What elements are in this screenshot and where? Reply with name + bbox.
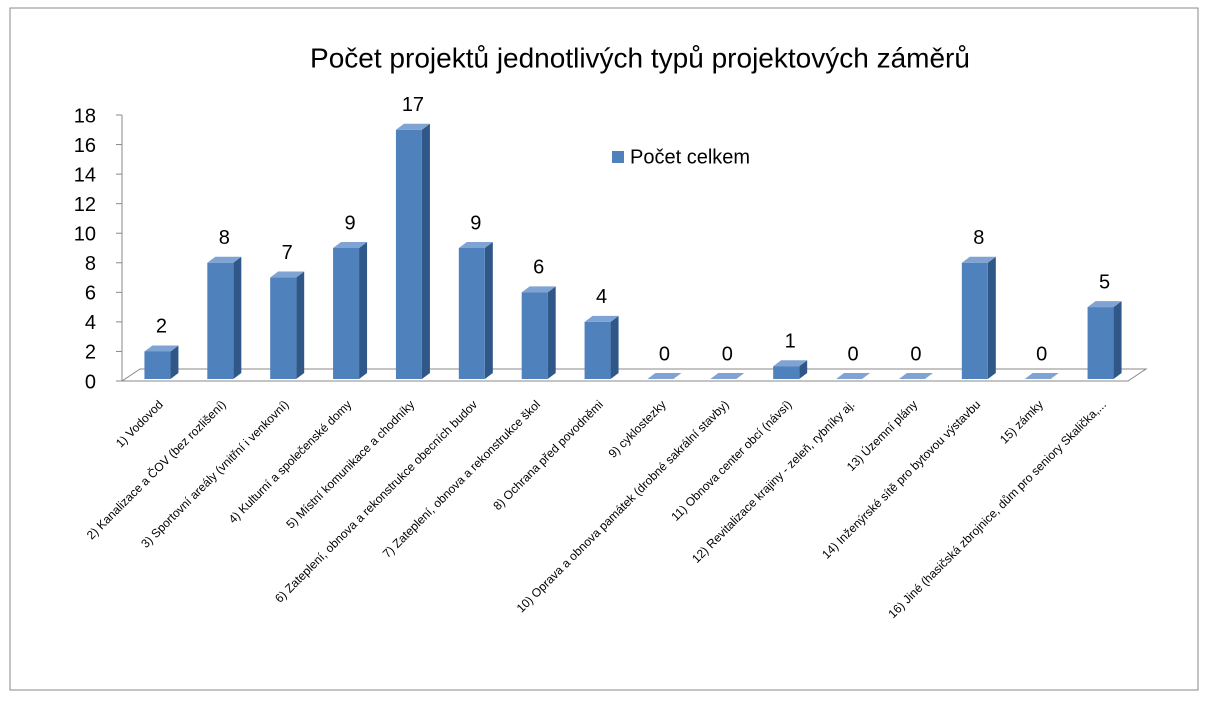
bar-side <box>359 242 368 379</box>
bar-front <box>1087 307 1114 379</box>
bar-side <box>421 123 430 380</box>
bar-front <box>207 262 234 379</box>
bar <box>584 315 619 379</box>
bar-top <box>898 373 933 379</box>
bar-front <box>270 277 297 379</box>
bar-side <box>610 315 619 379</box>
y-tick-label: 8 <box>85 253 96 275</box>
data-label: 0 <box>910 343 921 365</box>
y-tick-label: 2 <box>85 342 96 364</box>
bar-front <box>144 351 171 379</box>
bar-front <box>521 292 548 379</box>
data-label: 8 <box>973 227 984 249</box>
bar <box>961 256 996 379</box>
bar <box>144 345 179 379</box>
data-label: 0 <box>722 343 733 365</box>
legend-label: Počet celkem <box>630 146 750 168</box>
bar-side <box>233 256 242 379</box>
bar <box>395 123 430 380</box>
data-label: 7 <box>282 242 293 264</box>
bar <box>836 373 871 379</box>
data-label: 0 <box>1036 343 1047 365</box>
bar-front <box>395 129 422 379</box>
bar-side <box>987 256 996 379</box>
floor <box>120 368 1148 382</box>
y-tick-label: 12 <box>74 194 96 216</box>
legend-swatch <box>612 151 624 163</box>
data-label: 6 <box>533 257 544 279</box>
y-tick-label: 10 <box>74 224 96 246</box>
bar-front <box>584 321 611 379</box>
bar-side <box>1113 301 1122 379</box>
bar <box>270 271 305 379</box>
data-label: 9 <box>470 212 481 234</box>
bar <box>1024 373 1059 379</box>
data-label: 2 <box>156 316 167 338</box>
data-label: 1 <box>785 331 796 353</box>
bar-top <box>1024 373 1059 379</box>
bar-top <box>521 286 556 293</box>
bar-side <box>547 286 556 379</box>
bar-top <box>333 242 368 248</box>
y-tick-label: 18 <box>74 105 96 127</box>
bar-top <box>710 373 745 379</box>
bar <box>898 373 933 379</box>
bar-top <box>1087 301 1122 308</box>
bar-side <box>296 271 305 379</box>
y-tick-label: 6 <box>85 283 96 305</box>
y-tick-label: 4 <box>85 312 96 334</box>
bar-top <box>144 345 179 352</box>
bar <box>333 242 368 379</box>
bar <box>521 286 556 379</box>
data-label: 8 <box>219 227 230 249</box>
bar-top <box>836 373 871 379</box>
chart-title: Počet projektů jednotlivých typů projekt… <box>310 42 970 73</box>
bar-front <box>961 262 988 379</box>
bar-top <box>270 271 305 278</box>
bar-front <box>458 248 485 379</box>
data-label: 4 <box>596 286 607 308</box>
data-label: 0 <box>848 343 859 365</box>
data-label: 17 <box>402 94 424 116</box>
bar <box>647 373 682 379</box>
data-label: 0 <box>659 343 670 365</box>
bar <box>1087 301 1122 379</box>
y-tick-label: 14 <box>74 164 96 186</box>
bar-top <box>207 256 242 263</box>
bar-front <box>333 248 360 379</box>
data-label: 5 <box>1099 271 1110 293</box>
bar <box>773 360 808 379</box>
y-tick-label: 0 <box>85 371 96 393</box>
bar-top <box>961 256 996 263</box>
data-label: 9 <box>345 212 356 234</box>
bar-top <box>584 315 619 322</box>
y-tick-label: 16 <box>74 135 96 157</box>
bar <box>710 373 745 379</box>
bar-side <box>170 345 179 379</box>
bar-side <box>484 242 493 379</box>
bar <box>207 256 242 379</box>
bar-top <box>458 242 493 248</box>
bar-top <box>395 123 430 130</box>
bar-front <box>773 366 800 379</box>
bar-top <box>773 360 808 367</box>
bar-side <box>799 360 808 379</box>
bar-top <box>647 373 682 379</box>
bar <box>458 242 493 379</box>
